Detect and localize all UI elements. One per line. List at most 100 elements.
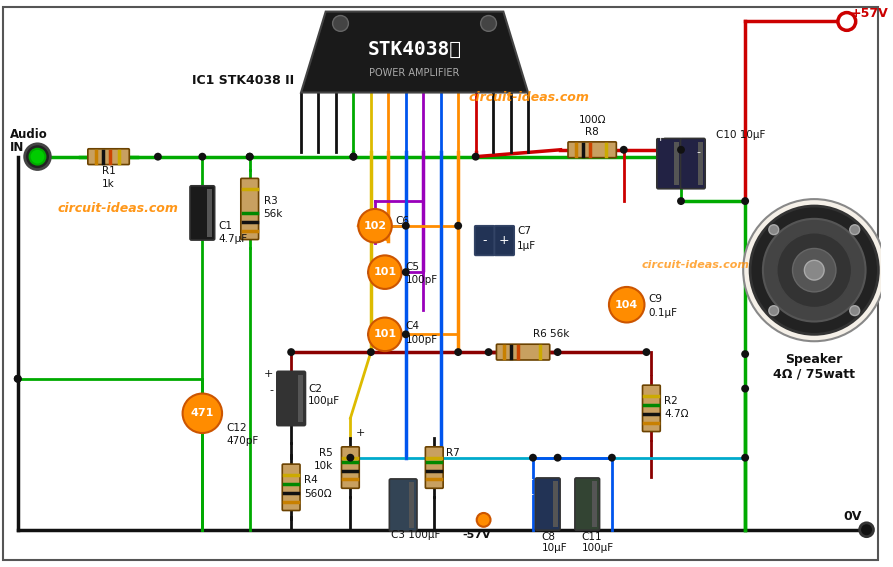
- Circle shape: [455, 348, 462, 356]
- Text: STK4038Ⅱ: STK4038Ⅱ: [368, 40, 462, 58]
- Circle shape: [850, 306, 860, 316]
- FancyBboxPatch shape: [425, 447, 443, 488]
- Circle shape: [472, 153, 480, 160]
- Circle shape: [246, 153, 254, 160]
- Text: -: -: [482, 234, 487, 247]
- Circle shape: [805, 260, 824, 280]
- FancyBboxPatch shape: [495, 226, 514, 255]
- Circle shape: [485, 348, 493, 356]
- Circle shape: [620, 146, 628, 154]
- FancyBboxPatch shape: [680, 138, 705, 189]
- Bar: [553, 481, 557, 527]
- Text: 100pF: 100pF: [405, 275, 438, 285]
- Circle shape: [838, 12, 855, 31]
- Text: Speaker: Speaker: [786, 353, 843, 366]
- Text: 10k: 10k: [313, 460, 332, 471]
- Text: C4: C4: [405, 321, 420, 332]
- Text: 100pF: 100pF: [405, 335, 438, 345]
- Text: IN: IN: [10, 141, 24, 154]
- Text: C9: C9: [648, 294, 663, 304]
- Text: +: +: [264, 369, 273, 379]
- Text: 104: 104: [615, 300, 638, 310]
- Circle shape: [13, 375, 21, 383]
- Circle shape: [741, 197, 749, 205]
- Circle shape: [154, 153, 162, 160]
- Text: -: -: [182, 206, 187, 216]
- Text: +: +: [602, 475, 612, 485]
- Circle shape: [349, 153, 357, 160]
- Text: -: -: [602, 489, 606, 499]
- Text: C1: C1: [218, 221, 232, 231]
- Circle shape: [480, 15, 497, 31]
- Circle shape: [198, 153, 206, 160]
- Text: 1k: 1k: [102, 179, 115, 189]
- FancyBboxPatch shape: [282, 464, 300, 510]
- Circle shape: [769, 306, 779, 316]
- Text: +: +: [524, 475, 534, 485]
- FancyBboxPatch shape: [497, 344, 550, 360]
- FancyBboxPatch shape: [536, 478, 560, 530]
- Circle shape: [792, 248, 836, 292]
- Text: 101: 101: [373, 329, 396, 339]
- FancyBboxPatch shape: [642, 385, 660, 431]
- Text: C11: C11: [581, 532, 602, 541]
- Text: R4: R4: [304, 475, 318, 485]
- Text: R8: R8: [585, 127, 599, 137]
- Text: 10μF: 10μF: [542, 544, 567, 553]
- FancyBboxPatch shape: [575, 478, 599, 530]
- Circle shape: [13, 375, 21, 383]
- Text: -: -: [383, 490, 387, 500]
- FancyBboxPatch shape: [277, 371, 305, 426]
- Bar: [298, 375, 303, 422]
- Text: 56k: 56k: [263, 209, 283, 219]
- Text: POWER AMPLIFIER: POWER AMPLIFIER: [370, 68, 460, 78]
- Circle shape: [608, 454, 616, 462]
- Text: +: +: [355, 428, 364, 438]
- FancyBboxPatch shape: [475, 226, 495, 255]
- Text: C8: C8: [542, 532, 555, 541]
- Bar: [674, 142, 679, 185]
- Text: C2: C2: [308, 384, 322, 393]
- Polygon shape: [301, 11, 528, 92]
- Circle shape: [288, 348, 295, 356]
- Circle shape: [763, 219, 865, 321]
- Text: -57V: -57V: [463, 530, 491, 540]
- Circle shape: [368, 255, 402, 289]
- Text: +: +: [499, 234, 510, 247]
- Text: R1: R1: [102, 167, 115, 176]
- Circle shape: [402, 331, 410, 338]
- Circle shape: [750, 206, 879, 335]
- Bar: [697, 142, 703, 185]
- Text: 101: 101: [373, 267, 396, 277]
- Text: -: -: [530, 489, 534, 499]
- Text: 0V: 0V: [844, 510, 863, 523]
- Circle shape: [860, 523, 873, 536]
- Circle shape: [529, 454, 537, 462]
- Circle shape: [346, 454, 355, 462]
- Text: 100Ω: 100Ω: [579, 115, 606, 125]
- Text: C5: C5: [405, 262, 420, 272]
- Circle shape: [741, 350, 749, 358]
- Text: IC1 STK4038 II: IC1 STK4038 II: [193, 74, 295, 87]
- Text: 4Ω / 75watt: 4Ω / 75watt: [773, 367, 855, 380]
- Text: circuit-ideas.com: circuit-ideas.com: [641, 260, 749, 270]
- Text: C6: C6: [396, 216, 410, 226]
- Text: circuit-ideas.com: circuit-ideas.com: [57, 202, 178, 215]
- Circle shape: [182, 393, 222, 433]
- Circle shape: [358, 209, 392, 243]
- Circle shape: [367, 348, 375, 356]
- Text: C3 100μF: C3 100μF: [391, 530, 440, 540]
- Circle shape: [554, 348, 562, 356]
- Bar: [409, 483, 413, 528]
- Text: 100μF: 100μF: [308, 396, 340, 407]
- Circle shape: [29, 149, 46, 164]
- Text: R6 56k: R6 56k: [533, 329, 570, 339]
- Text: C10 10μF: C10 10μF: [715, 130, 765, 140]
- Text: -: -: [270, 386, 273, 396]
- Text: +57V: +57V: [851, 7, 889, 20]
- Circle shape: [455, 222, 462, 230]
- FancyBboxPatch shape: [341, 447, 359, 488]
- Bar: [207, 189, 213, 236]
- Text: circuit-ideas.com: circuit-ideas.com: [469, 91, 589, 104]
- Text: R7: R7: [446, 448, 460, 458]
